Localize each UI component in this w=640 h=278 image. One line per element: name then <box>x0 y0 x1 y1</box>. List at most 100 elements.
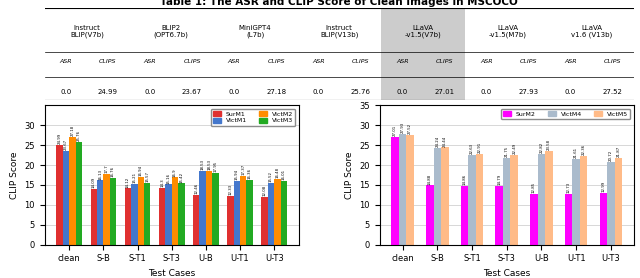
Text: 0.0: 0.0 <box>312 89 324 95</box>
Bar <box>159 188 165 245</box>
Text: 14.79: 14.79 <box>497 174 501 185</box>
Bar <box>461 185 468 245</box>
Bar <box>76 142 82 245</box>
Text: 27.93: 27.93 <box>518 89 538 95</box>
Text: 17.95: 17.95 <box>214 161 218 172</box>
Text: CLIPS: CLIPS <box>351 59 369 64</box>
Bar <box>125 188 131 245</box>
Text: 27.18: 27.18 <box>70 125 74 136</box>
Text: 0.0: 0.0 <box>565 89 576 95</box>
Text: 17.37: 17.37 <box>241 163 245 175</box>
Text: ASR: ASR <box>143 59 156 64</box>
Text: 15.16: 15.16 <box>166 173 170 183</box>
Text: ASR: ASR <box>564 59 577 64</box>
Text: ASR: ASR <box>60 59 72 64</box>
Bar <box>69 136 76 245</box>
Bar <box>165 184 172 245</box>
Text: MiniGPT4
(L7b): MiniGPT4 (L7b) <box>239 25 271 38</box>
Text: 15.52: 15.52 <box>269 171 273 182</box>
Text: 15.21: 15.21 <box>132 172 136 183</box>
Text: 16.36: 16.36 <box>248 168 252 179</box>
Text: ASR: ASR <box>396 59 408 64</box>
Bar <box>144 183 150 245</box>
Bar <box>399 133 406 245</box>
Text: 27.52: 27.52 <box>408 123 412 134</box>
Text: 17.7: 17.7 <box>104 165 109 173</box>
Text: 18.53: 18.53 <box>207 159 211 170</box>
Text: BLIP2
(OPT6.7b): BLIP2 (OPT6.7b) <box>154 25 188 38</box>
Text: LLaVA
-v1.5(M7b): LLaVA -v1.5(M7b) <box>488 25 527 38</box>
Bar <box>178 183 184 245</box>
Text: 0.0: 0.0 <box>397 89 408 95</box>
Text: 12.99: 12.99 <box>601 181 605 192</box>
Bar <box>227 196 234 245</box>
Text: 22.63: 22.63 <box>470 143 474 154</box>
Text: 12.08: 12.08 <box>262 185 267 196</box>
Bar <box>530 193 538 245</box>
Text: 24.24: 24.24 <box>435 136 439 147</box>
Text: 12.33: 12.33 <box>228 183 232 195</box>
Bar <box>206 171 212 245</box>
Bar <box>261 197 268 245</box>
Bar <box>391 137 399 245</box>
FancyBboxPatch shape <box>381 8 465 100</box>
Text: 27.01: 27.01 <box>393 125 397 136</box>
Text: 16.13: 16.13 <box>98 168 102 180</box>
Legend: SurM2, VictM4, VictM5: SurM2, VictM4, VictM5 <box>500 109 630 119</box>
Text: 14.88: 14.88 <box>428 173 432 185</box>
Text: 27.52: 27.52 <box>603 89 623 95</box>
Text: 14.09: 14.09 <box>92 177 96 188</box>
Bar <box>138 177 144 245</box>
Text: 14.12: 14.12 <box>126 177 130 188</box>
Text: LLaVA
v1.6 (V13b): LLaVA v1.6 (V13b) <box>571 25 612 38</box>
Text: 23.67: 23.67 <box>64 139 68 150</box>
Text: 24.99: 24.99 <box>98 89 118 95</box>
Text: 22.82: 22.82 <box>540 142 543 153</box>
Text: 16.9: 16.9 <box>173 168 177 177</box>
Text: 22.49: 22.49 <box>512 143 516 154</box>
Text: CLIPS: CLIPS <box>436 59 453 64</box>
Text: CLIPS: CLIPS <box>99 59 116 64</box>
Bar <box>495 186 503 245</box>
Bar <box>172 177 178 245</box>
Bar <box>406 135 414 245</box>
Bar <box>246 180 253 245</box>
Bar <box>200 171 206 245</box>
Bar <box>441 147 449 245</box>
Text: Instruct
BLIP(V7b): Instruct BLIP(V7b) <box>70 25 104 38</box>
Bar <box>580 156 588 245</box>
X-axis label: Test Cases: Test Cases <box>483 269 531 278</box>
Text: 16.76: 16.76 <box>111 166 115 177</box>
Bar <box>109 178 116 245</box>
Bar <box>268 183 274 245</box>
Text: 27.93: 27.93 <box>401 121 404 133</box>
Bar <box>56 145 63 245</box>
Text: 22.91: 22.91 <box>477 142 481 153</box>
Bar <box>426 185 433 245</box>
Text: 15.57: 15.57 <box>145 171 149 182</box>
Bar <box>63 150 69 245</box>
Text: 0.0: 0.0 <box>481 89 492 95</box>
Bar <box>503 158 511 245</box>
Bar <box>600 193 607 245</box>
Bar <box>572 159 580 245</box>
Text: 21.87: 21.87 <box>616 146 620 157</box>
Text: 0.0: 0.0 <box>60 89 72 95</box>
Text: 12.73: 12.73 <box>566 182 571 193</box>
Bar <box>538 154 545 245</box>
Text: 25.76: 25.76 <box>350 89 370 95</box>
Text: 16.94: 16.94 <box>139 165 143 177</box>
Text: 12.46: 12.46 <box>195 183 198 194</box>
Text: 16.01: 16.01 <box>282 169 286 180</box>
Text: 0.0: 0.0 <box>144 89 156 95</box>
X-axis label: Test Cases: Test Cases <box>148 269 195 278</box>
Bar <box>103 174 109 245</box>
Bar <box>614 158 622 245</box>
Bar <box>240 176 246 245</box>
Text: ASR: ASR <box>228 59 241 64</box>
Bar <box>193 195 200 245</box>
Bar <box>274 179 281 245</box>
Text: 27.18: 27.18 <box>266 89 286 95</box>
Text: CLIPS: CLIPS <box>520 59 537 64</box>
Bar <box>511 155 518 245</box>
